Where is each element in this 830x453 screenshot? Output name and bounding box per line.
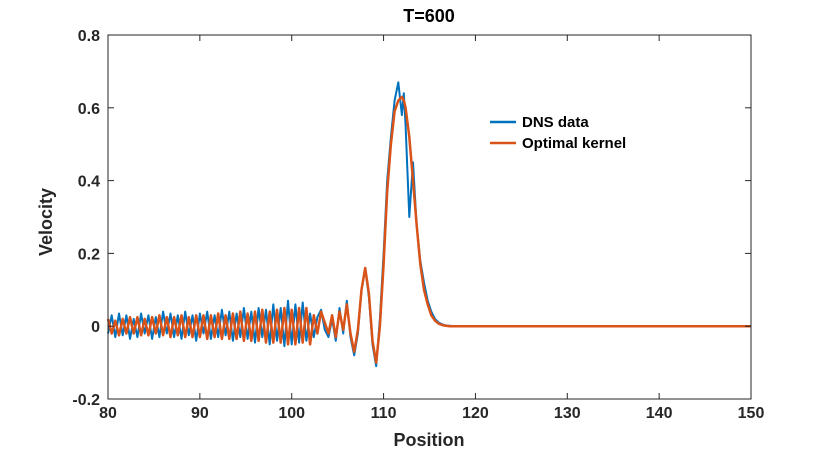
x-axis-label: Position: [394, 430, 465, 450]
legend-label-dns-data: DNS data: [522, 114, 589, 131]
x-tick-label: 80: [99, 405, 117, 422]
legend-label-optimal-kernel: Optimal kernel: [522, 135, 626, 152]
y-axis-label: Velocity: [36, 188, 56, 256]
x-tick-label: 90: [191, 405, 209, 422]
y-tick-label: 0.4: [78, 174, 100, 191]
y-tick-label: 0.8: [78, 28, 100, 45]
series-line-optimal-kernel: [106, 95, 751, 364]
y-axis-ticks: -0.2 0 0.2 0.4 0.6 0.8: [72, 28, 751, 409]
x-axis-ticks: 80 90 100 110 120 130 140 150: [99, 35, 764, 422]
series-layer: [106, 81, 751, 368]
axes-box: [107, 34, 752, 400]
y-tick-label: -0.2: [72, 392, 100, 409]
plot-background: [108, 35, 751, 399]
x-tick-label: 120: [462, 405, 489, 422]
legend: DNS data Optimal kernel: [490, 114, 626, 152]
x-tick-label: 130: [554, 405, 581, 422]
x-tick-label: 150: [738, 405, 765, 422]
y-tick-label: 0: [91, 319, 100, 336]
x-tick-label: 110: [371, 405, 397, 422]
x-tick-label: 100: [278, 405, 305, 422]
y-tick-label: 0.2: [78, 246, 100, 263]
plot-area: 80 90 100 110 120 130 140 150 -0.2 0 0.2 0.4 0.6 0.8: [72, 28, 764, 422]
y-tick-label: 0.6: [78, 101, 100, 118]
chart-title: T=600: [403, 6, 455, 26]
x-tick-label: 140: [646, 405, 673, 422]
